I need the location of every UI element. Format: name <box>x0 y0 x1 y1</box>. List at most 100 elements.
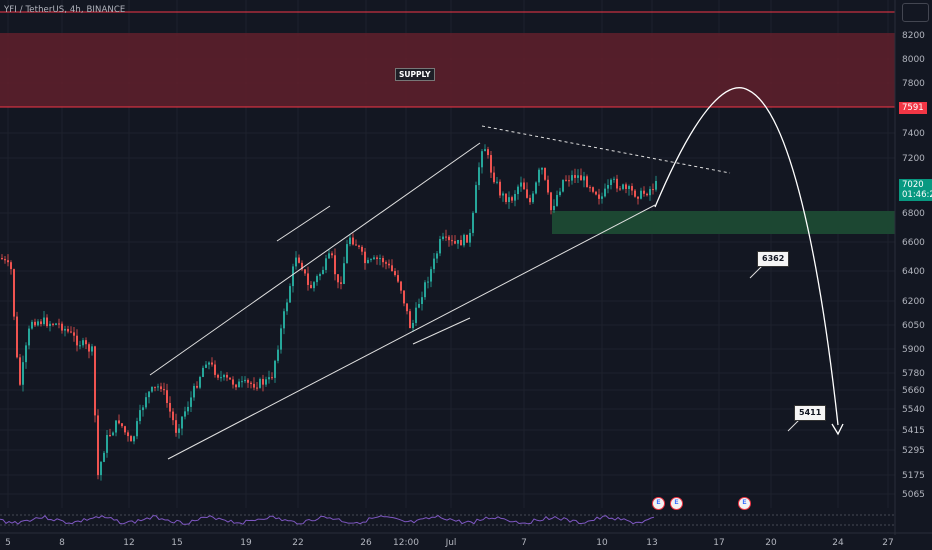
candle-up <box>571 175 573 181</box>
candle-down <box>229 377 231 380</box>
chart-grid <box>0 0 895 533</box>
candle-up <box>502 193 504 196</box>
candle-down <box>166 390 168 403</box>
candle-down <box>637 196 639 199</box>
candle-up <box>415 307 417 323</box>
candle-down <box>175 420 177 433</box>
candle-up <box>424 282 426 298</box>
candle-up <box>202 367 204 377</box>
lower-short-line <box>412 317 471 345</box>
event-flag-icon[interactable]: E <box>670 497 683 510</box>
candle-down <box>217 374 219 378</box>
candle-up <box>280 328 282 350</box>
time-tick-label: Jul <box>445 538 457 548</box>
candle-down <box>547 179 549 193</box>
candle-up <box>82 340 84 346</box>
candle-up <box>184 411 186 417</box>
time-tick-label: 10 <box>596 538 608 548</box>
candle-up <box>604 188 606 197</box>
last-price-value: 7020 <box>902 180 924 190</box>
candle-down <box>619 188 621 190</box>
candle-down <box>364 251 366 264</box>
candle-down <box>634 190 636 197</box>
candle-up <box>430 269 432 282</box>
candle-up <box>520 182 522 187</box>
candle-down <box>214 364 216 375</box>
candle-down <box>7 260 9 263</box>
candle-up <box>31 321 33 329</box>
price-axis-ticks: 8200 8000 7800 7400 7200 6800 6600 6400 6200 6050… <box>902 31 925 500</box>
candle-up <box>559 191 561 196</box>
candle-down <box>409 311 411 329</box>
price-tick-label: 7200 <box>902 154 925 164</box>
candle-up <box>244 379 246 382</box>
candle-up <box>484 149 486 152</box>
candle-up <box>268 377 270 380</box>
candle-up <box>613 178 615 180</box>
rsi-line <box>0 514 655 525</box>
candle-down <box>631 186 633 191</box>
candle-up <box>106 435 108 453</box>
candle-down <box>271 377 273 379</box>
candle-down <box>388 263 390 266</box>
candle-down <box>448 236 450 241</box>
candle-up <box>325 258 327 270</box>
candle-up <box>514 194 516 201</box>
candle-up <box>538 169 540 183</box>
candle-up <box>145 397 147 408</box>
candle-down <box>652 189 654 191</box>
candle-up <box>193 385 195 398</box>
candle-up <box>535 182 537 194</box>
candle-up <box>481 151 483 168</box>
candle-down <box>1 258 3 260</box>
candle-up <box>241 381 243 383</box>
candle-up <box>157 386 159 388</box>
candle-up <box>100 461 102 476</box>
candle-up <box>562 179 564 192</box>
event-flag-icon[interactable]: E <box>738 497 751 510</box>
price-tick-label: 5540 <box>902 405 925 415</box>
candle-up <box>478 167 480 186</box>
price-tick-label: 5175 <box>902 471 925 481</box>
candle-up <box>208 362 210 365</box>
candle-down <box>400 281 402 291</box>
time-tick-label: 19 <box>240 538 252 548</box>
candle-up <box>439 239 441 254</box>
candle-down <box>592 187 594 192</box>
candle-up <box>583 176 585 181</box>
candle-down <box>250 382 252 384</box>
time-tick-label: 24 <box>832 538 844 548</box>
price-tick-label: 6200 <box>902 297 925 307</box>
supply-price-badge: 7591 <box>899 102 927 114</box>
candle-up <box>103 452 105 462</box>
candle-up <box>277 349 279 361</box>
candle-down <box>4 259 6 261</box>
symbol-title: YFI / TetherUS, 4h, BINANCE <box>4 5 126 15</box>
scale-settings-button[interactable] <box>902 3 929 22</box>
candle-down <box>169 402 171 412</box>
candle-down <box>310 284 312 289</box>
candle-up <box>370 259 372 261</box>
price-tick-label: 8000 <box>902 55 925 65</box>
target-label-5411: 5411 <box>794 405 827 421</box>
candle-up <box>142 407 144 411</box>
event-flag-icon[interactable]: E <box>652 497 665 510</box>
candle-up <box>421 297 423 305</box>
candle-down <box>586 176 588 188</box>
candle-down <box>130 436 132 442</box>
candle-up <box>577 175 579 178</box>
time-tick-label: 13 <box>646 538 657 548</box>
candle-down <box>565 179 567 181</box>
candle-down <box>226 374 228 378</box>
candle-up <box>607 185 609 189</box>
candle-down <box>403 290 405 304</box>
candle-down <box>58 323 60 325</box>
candle-down <box>70 331 72 333</box>
price-tick-label: 5780 <box>902 369 925 379</box>
candle-up <box>601 196 603 199</box>
candle-down <box>10 262 12 270</box>
rsi-panel <box>0 508 895 532</box>
time-tick-label: 5 <box>5 538 11 548</box>
candle-up <box>610 179 612 186</box>
